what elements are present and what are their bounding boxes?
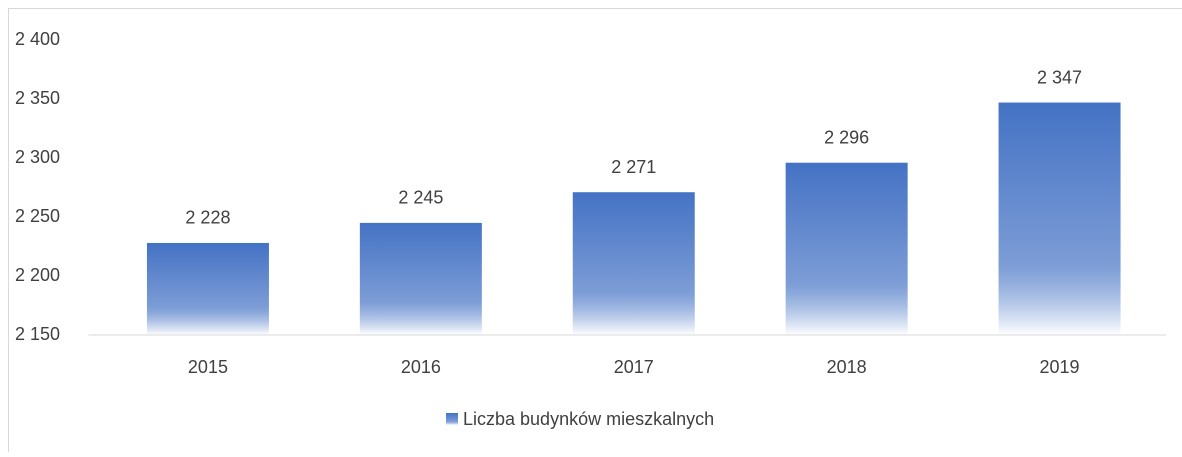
y-tick-label: 2 150	[15, 324, 60, 344]
x-tick-label: 2019	[1040, 357, 1080, 377]
bar	[999, 103, 1121, 335]
data-label: 2 296	[824, 127, 869, 147]
legend: Liczba budynków mieszkalnych	[446, 409, 714, 429]
x-tick-label: 2018	[827, 357, 867, 377]
bar	[786, 163, 908, 335]
x-tick-label: 2017	[614, 357, 654, 377]
x-tick-label: 2016	[401, 357, 441, 377]
y-tick-label: 2 250	[15, 206, 60, 226]
y-tick-label: 2 300	[15, 147, 60, 167]
data-label: 2 245	[398, 188, 443, 208]
bar	[360, 223, 482, 335]
bar	[147, 243, 269, 335]
data-label: 2 271	[611, 157, 656, 177]
y-tick-label: 2 400	[15, 29, 60, 49]
data-label: 2 347	[1037, 67, 1082, 87]
legend-label: Liczba budynków mieszkalnych	[463, 409, 714, 429]
bar	[573, 192, 695, 335]
x-tick-label: 2015	[188, 357, 228, 377]
data-label: 2 228	[185, 208, 230, 228]
legend-swatch	[446, 413, 458, 425]
y-tick-label: 2 200	[15, 265, 60, 285]
y-tick-label: 2 350	[15, 88, 60, 108]
